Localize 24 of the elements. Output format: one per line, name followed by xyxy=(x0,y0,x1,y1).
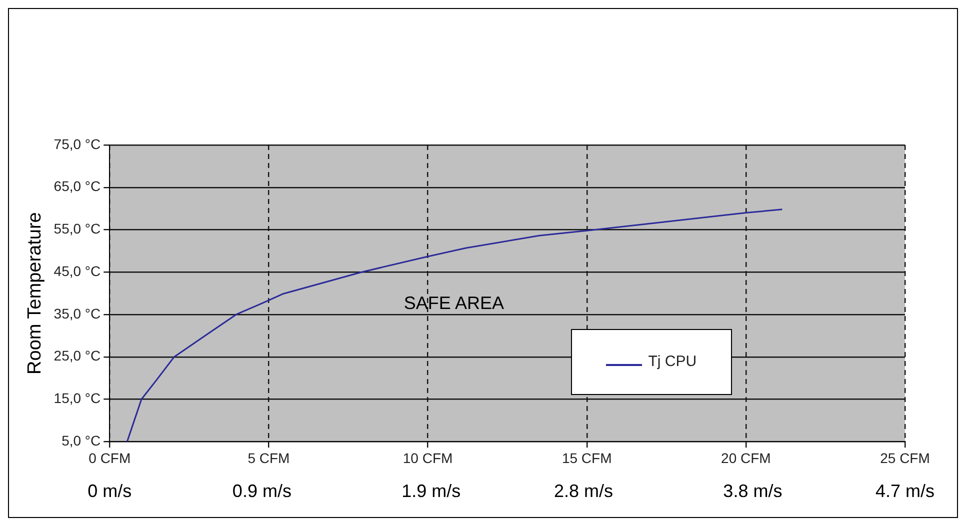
y-tick-label: 45,0 °C xyxy=(54,262,101,279)
x2-tick-label: 2.8 m/s xyxy=(554,481,613,502)
x-tick-label: 0 CFM xyxy=(88,450,131,466)
x-tick-label: 20 CFM xyxy=(721,450,771,466)
x-tick-label: 5 CFM xyxy=(248,450,290,466)
y-tick-label: 55,0 °C xyxy=(54,220,101,237)
x2-tick-label: 0.9 m/s xyxy=(232,481,292,502)
x2-tick-label: 0 m/s xyxy=(88,481,132,502)
y-tick-label: 65,0 °C xyxy=(54,178,101,194)
y-tick-label: 75,0 °C xyxy=(54,136,101,152)
annotation: SAFE AREA xyxy=(404,293,504,314)
y-axis-title: Room Temperature xyxy=(24,212,46,374)
y-tick-label: 35,0 °C xyxy=(54,305,101,322)
y-tick-label: 15,0 °C xyxy=(54,390,101,406)
y-tick-label: 5,0 °C xyxy=(62,432,101,448)
x-tick-label: 25 CFM xyxy=(880,450,930,466)
legend-label: Tj CPU xyxy=(647,353,697,370)
x2-tick-label: 3.8 m/s xyxy=(723,481,782,502)
y-tick-label: 25,0 °C xyxy=(54,348,101,364)
x-tick-label: 10 CFM xyxy=(402,450,453,466)
legend-box: Tj CPU xyxy=(570,328,732,395)
x2-tick-label: 1.9 m/s xyxy=(402,481,461,502)
x-tick-label: 15 CFM xyxy=(562,450,612,466)
x2-tick-label: 4.7 m/s xyxy=(875,481,935,502)
